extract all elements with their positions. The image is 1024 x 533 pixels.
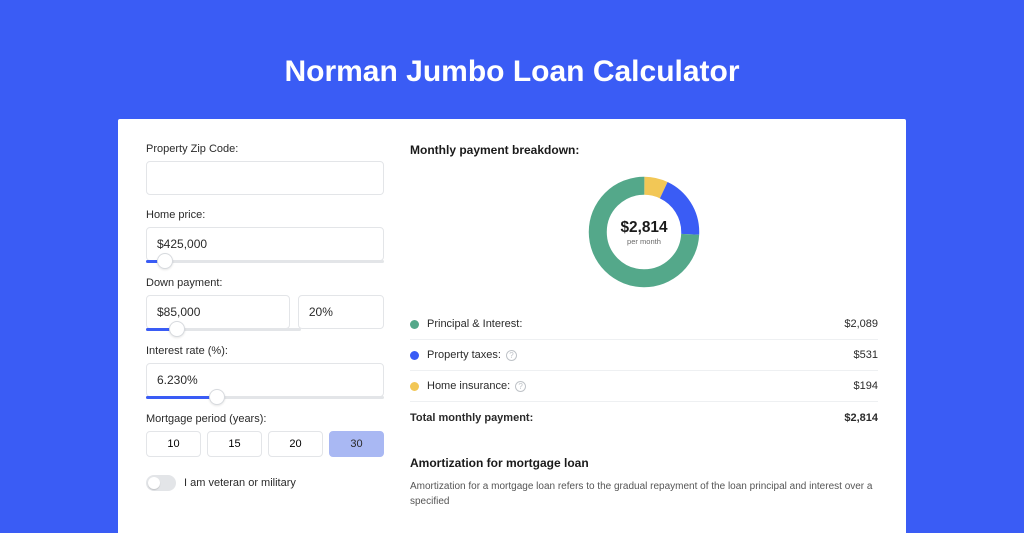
total-label: Total monthly payment:	[410, 412, 844, 424]
legend-label-ins: Home insurance: ?	[427, 380, 854, 392]
price-input[interactable]	[146, 227, 384, 261]
period-label: Mortgage period (years):	[146, 413, 384, 425]
period-option-10[interactable]: 10	[146, 431, 201, 457]
veteran-row: I am veteran or military	[146, 475, 384, 491]
veteran-toggle[interactable]	[146, 475, 176, 491]
legend-value-ins: $194	[854, 380, 878, 392]
donut-center-sub: per month	[627, 237, 661, 246]
calculator-card: Property Zip Code: Home price: Down paym…	[118, 119, 906, 533]
period-option-15[interactable]: 15	[207, 431, 262, 457]
down-slider-thumb[interactable]	[169, 321, 185, 337]
rate-slider[interactable]	[146, 396, 384, 399]
veteran-label: I am veteran or military	[184, 477, 296, 489]
breakdown-panel: Monthly payment breakdown: $2,814 per mo…	[410, 143, 878, 509]
zip-label: Property Zip Code:	[146, 143, 384, 155]
donut-center-amount: $2,814	[620, 219, 667, 236]
legend-label-pi: Principal & Interest:	[427, 318, 844, 330]
period-field: Mortgage period (years): 10152030	[146, 413, 384, 457]
page-title: Norman Jumbo Loan Calculator	[0, 0, 1024, 119]
rate-field: Interest rate (%):	[146, 345, 384, 399]
legend-row-ins: Home insurance: ?$194	[410, 370, 878, 401]
amortization-text: Amortization for a mortgage loan refers …	[410, 480, 878, 509]
down-amount-input[interactable]	[146, 295, 290, 329]
price-slider-thumb[interactable]	[157, 253, 173, 269]
down-label: Down payment:	[146, 277, 384, 289]
donut-chart: $2,814 per month	[410, 167, 878, 309]
total-value: $2,814	[844, 412, 878, 424]
legend-dot-pi	[410, 320, 419, 329]
info-icon[interactable]: ?	[506, 350, 517, 361]
down-slider[interactable]	[146, 328, 301, 331]
down-pct-input[interactable]	[298, 295, 384, 329]
legend-label-tax: Property taxes: ?	[427, 349, 854, 361]
amortization-title: Amortization for mortgage loan	[410, 456, 878, 470]
rate-slider-thumb[interactable]	[209, 389, 225, 405]
legend-dot-tax	[410, 351, 419, 360]
info-icon[interactable]: ?	[515, 381, 526, 392]
inputs-panel: Property Zip Code: Home price: Down paym…	[146, 143, 384, 509]
legend-row-pi: Principal & Interest:$2,089	[410, 309, 878, 339]
total-row: Total monthly payment: $2,814	[410, 401, 878, 434]
zip-input[interactable]	[146, 161, 384, 195]
legend-value-tax: $531	[854, 349, 878, 361]
breakdown-title: Monthly payment breakdown:	[410, 143, 878, 157]
down-field: Down payment:	[146, 277, 384, 331]
period-option-30[interactable]: 30	[329, 431, 384, 457]
legend-value-pi: $2,089	[844, 318, 878, 330]
legend-dot-ins	[410, 382, 419, 391]
legend-row-tax: Property taxes: ?$531	[410, 339, 878, 370]
period-option-20[interactable]: 20	[268, 431, 323, 457]
price-label: Home price:	[146, 209, 384, 221]
price-field: Home price:	[146, 209, 384, 263]
rate-slider-fill	[146, 396, 217, 399]
rate-input[interactable]	[146, 363, 384, 397]
price-slider[interactable]	[146, 260, 384, 263]
zip-field: Property Zip Code:	[146, 143, 384, 195]
rate-label: Interest rate (%):	[146, 345, 384, 357]
